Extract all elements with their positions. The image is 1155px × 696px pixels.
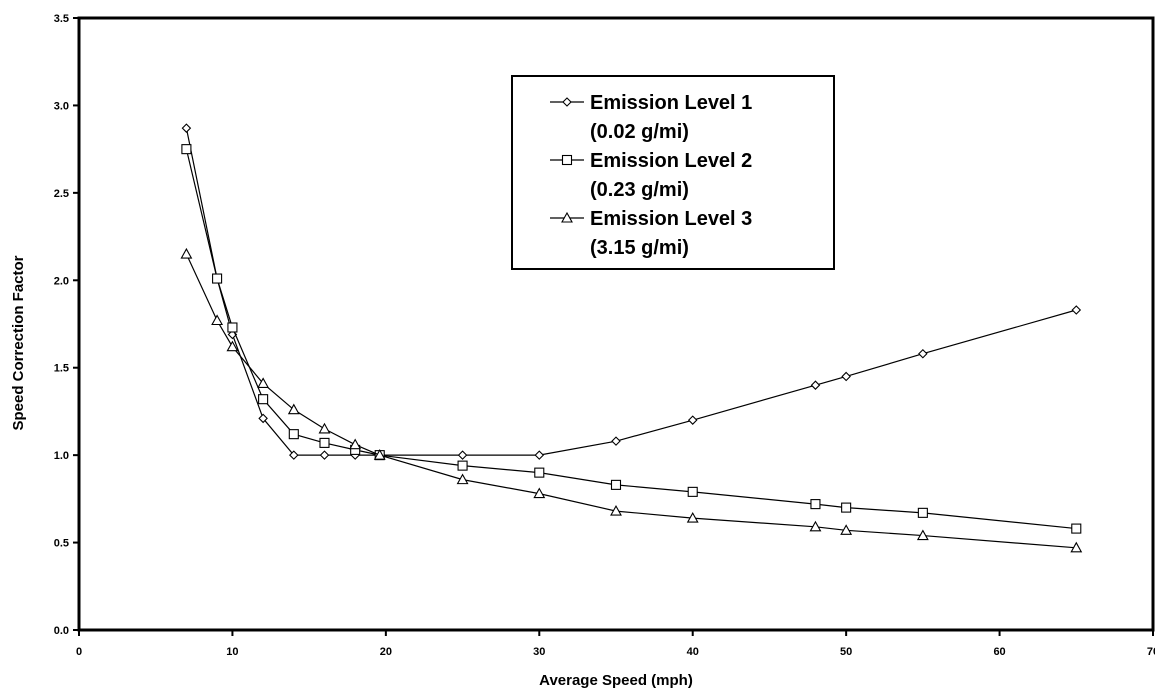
series-1-point [534,450,545,460]
legend-label: Emission Level 1 [590,92,752,114]
series-3-point [1070,541,1083,553]
series-3-point [840,524,853,535]
plot-border [77,16,1155,632]
series-2-point [841,502,852,513]
series-2-point [534,467,545,478]
series-2-point [181,144,192,155]
y-tick-label: 0.0 [54,625,69,637]
y-tick-label: 3.5 [54,13,69,25]
series-1-point [1071,305,1082,315]
series-3-point [287,403,300,415]
series-2-point [917,507,928,518]
x-tick-label: 0 [76,646,82,658]
x-tick-label: 70 [1147,646,1155,658]
y-tick-label: 0.5 [54,538,69,550]
series-1-line [185,128,1077,456]
y-tick-label: 3.0 [54,100,69,112]
series-3-point [610,504,622,516]
series-3 [180,247,1083,553]
x-tick-label: 30 [533,646,545,658]
x-axis-title: Average Speed (mph) [539,672,693,689]
legend-item-3: Emission Level 3 (3.15 g/mi) [550,208,752,259]
y-tick-label: 1.0 [54,450,69,462]
series-2-point [457,460,468,471]
series-1-point [810,380,821,390]
series-3-point [318,422,331,434]
series-3-point [916,529,929,541]
series-2-point [227,322,238,333]
legend-marker-square [561,154,573,166]
series-3-point [809,520,822,532]
series-2-point [319,437,330,448]
series-3-point [211,314,224,326]
legend-item-2: Emission Level 2 (0.23 g/mi) [550,150,752,201]
series-2-point [212,273,223,284]
series-3-point [226,340,239,352]
x-tick-label: 50 [840,646,852,658]
axis-ticks: 0.0 0.5 1.0 1.5 2.0 2.5 3.0 3.5 0 10 20 30 40 50 60 70 [54,13,1155,658]
series-1-point [841,371,851,382]
legend-label: (0.02 g/mi) [590,121,689,143]
series-1-point [918,348,928,359]
series-1-point [258,413,268,424]
series-2-point [1071,523,1082,534]
y-tick-label: 2.0 [54,275,69,287]
legend: Emission Level 1(0.02 g/mi)Emission Leve… [511,75,835,270]
series-1-point [319,450,330,460]
series-3-point [180,247,193,259]
series-1-point [611,436,621,446]
x-tick-label: 10 [226,646,238,658]
series-layer [180,123,1083,553]
y-tick-label: 2.5 [54,188,69,200]
series-2-point [610,479,622,490]
series-3-line [185,253,1077,549]
series-2-point [258,394,269,405]
legend-box [511,75,835,270]
series-3-point [373,449,386,460]
x-tick-label: 20 [380,646,392,658]
x-tick-label: 60 [993,646,1005,658]
series-3-point [349,438,362,450]
series-2-line [185,149,1077,530]
legend-label: (3.15 g/mi) [590,237,689,259]
plot-area [77,16,1155,632]
series-1-point [687,415,698,425]
series-1-point [457,450,468,460]
legend-label: (0.23 g/mi) [590,179,689,201]
series-1-point [289,450,299,460]
series-2-point [687,486,698,497]
legend-item-1: Emission Level 1 (0.02 g/mi) [550,92,752,143]
x-tick-label: 40 [687,646,699,658]
series-3-point [533,487,546,499]
legend-label: Emission Level 3 [590,208,752,230]
series-2-point [810,499,821,510]
legend-marker-triangle [561,211,573,223]
legend-label: Emission Level 2 [590,150,752,172]
y-tick-label: 1.5 [54,363,69,375]
legend-marker-diamond [562,97,572,107]
series-2-point [288,429,299,440]
y-axis-title: Speed Correction Factor [10,255,27,430]
series-3-point [686,511,699,523]
series-3-point [456,473,469,485]
series-3-point [257,377,270,389]
series-1-point [181,123,192,133]
